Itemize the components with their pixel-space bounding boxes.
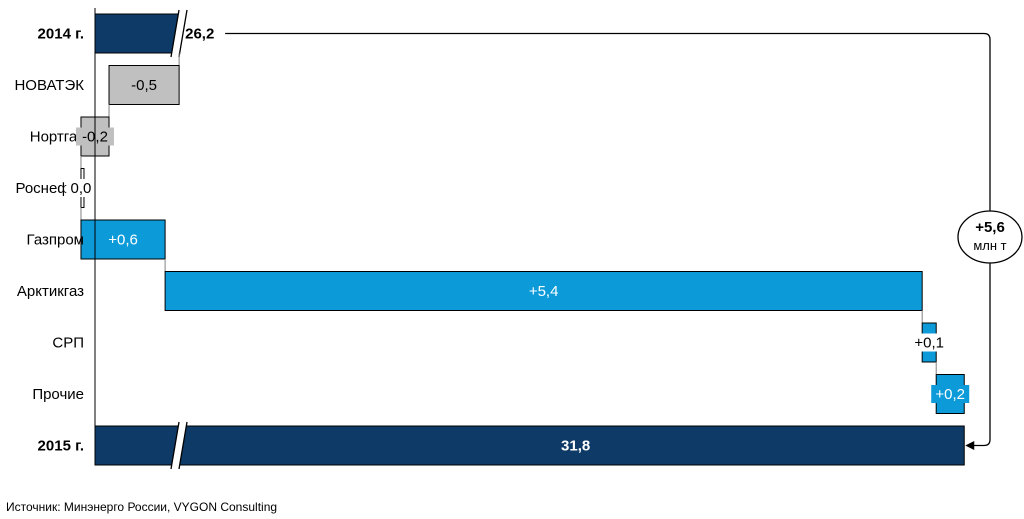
axis-break-mark bbox=[170, 9, 188, 58]
category-label: Прочие bbox=[32, 386, 84, 403]
axis-break-mark bbox=[170, 421, 188, 470]
axis-break-line bbox=[178, 9, 188, 58]
axis-break-gap bbox=[171, 10, 187, 57]
value-label: 0,0 bbox=[71, 180, 92, 197]
change-annotation: +5,6 млн т bbox=[225, 32, 1023, 450]
category-label: 2014 г. bbox=[38, 26, 84, 43]
axis-break-line bbox=[178, 421, 188, 470]
category-label: СРП bbox=[52, 335, 84, 352]
value-label: +0,6 bbox=[108, 232, 138, 249]
value-label: +5,4 bbox=[529, 283, 559, 300]
value-label: -0,5 bbox=[131, 77, 157, 94]
value-label-bg bbox=[66, 179, 96, 197]
change-bubble bbox=[957, 210, 1023, 264]
bar-decrease bbox=[108, 65, 180, 105]
axis-break-line bbox=[170, 421, 180, 470]
category-label: Арктикгаз bbox=[17, 283, 84, 300]
category-label: Газпром bbox=[27, 232, 84, 249]
value-label: 31,8 bbox=[561, 438, 590, 455]
axis-break-line bbox=[170, 9, 180, 58]
bars-layer bbox=[80, 9, 965, 470]
bar-increase bbox=[164, 271, 923, 311]
change-bubble-value: +5,6 bbox=[975, 219, 1005, 236]
value-label: +0,2 bbox=[935, 386, 965, 403]
axis-break-gap bbox=[171, 422, 187, 469]
bracket-arrowhead bbox=[965, 441, 975, 450]
change-bubble-unit: млн т bbox=[973, 238, 1006, 253]
value-label: +0,1 bbox=[914, 335, 944, 352]
bracket-line bbox=[225, 32, 991, 447]
bar-total bbox=[94, 13, 180, 54]
value-label-bg bbox=[931, 385, 970, 403]
category-label: НОВАТЭК bbox=[14, 77, 84, 94]
category-label: Нортгаз bbox=[30, 129, 84, 146]
value-label-bg bbox=[910, 333, 949, 352]
bar-total bbox=[94, 425, 965, 466]
category-label: 2015 г. bbox=[38, 438, 84, 455]
source-note: Источник: Минэнерго России, VYGON Consul… bbox=[6, 500, 278, 514]
value-label: 26,2 bbox=[185, 26, 214, 43]
